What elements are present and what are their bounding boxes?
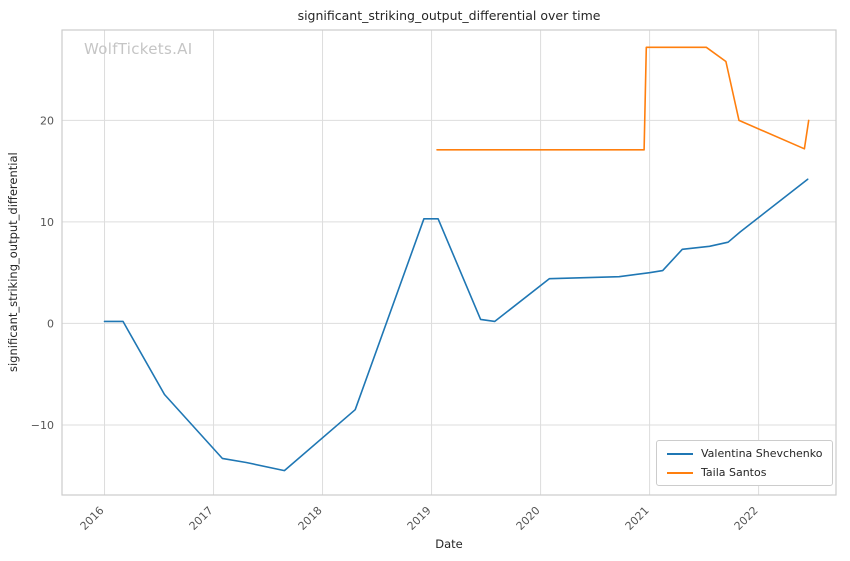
x-axis-label: Date [435, 537, 463, 551]
x-tick-label: 2016 [78, 504, 107, 533]
x-tick-label: 2020 [514, 504, 543, 533]
x-tick-label: 2018 [296, 504, 325, 533]
x-tick-label: 2017 [187, 504, 216, 533]
legend-item-taila-santos: Taila Santos [667, 466, 822, 479]
y-tick-label: 10 [40, 216, 54, 229]
series-line-0 [103, 178, 809, 472]
legend: Valentina Shevchenko Taila Santos [656, 440, 834, 486]
series-line-1 [436, 46, 810, 151]
y-tick-label: 0 [47, 317, 54, 330]
legend-label: Valentina Shevchenko [701, 447, 823, 460]
legend-label: Taila Santos [701, 466, 767, 479]
y-tick-label: −10 [31, 419, 54, 432]
legend-line-swatch [667, 452, 693, 455]
chart-title: significant_striking_output_differential… [297, 8, 601, 23]
x-tick-label: 2021 [623, 504, 652, 533]
legend-item-valentina-shevchenko: Valentina Shevchenko [667, 447, 822, 460]
y-axis-label: significant_striking_output_differential [6, 152, 20, 373]
x-tick-label: 2022 [732, 504, 761, 533]
legend-line-swatch [667, 471, 693, 474]
y-tick-label: 20 [40, 114, 54, 127]
x-tick-label: 2019 [405, 504, 434, 533]
watermark-text: WolfTickets.AI [84, 40, 193, 58]
